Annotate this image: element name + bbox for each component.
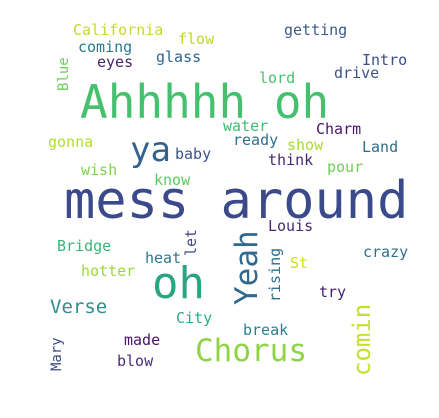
word-verse: Verse	[50, 296, 108, 318]
word-coming: coming	[78, 38, 133, 56]
word-rising: rising	[266, 247, 284, 302]
word-pour: pour	[327, 158, 364, 176]
word-st: St	[290, 254, 309, 272]
word-heat: heat	[145, 249, 182, 267]
word-mess-around: mess around	[64, 171, 409, 231]
word-water: water	[223, 117, 269, 135]
word-flow: flow	[178, 30, 215, 48]
word-drive: drive	[334, 64, 380, 82]
word-charm: Charm	[316, 120, 362, 138]
word-let: let	[182, 228, 200, 256]
word-wish: wish	[81, 161, 118, 179]
word-know: know	[154, 171, 191, 189]
word-lord: lord	[259, 69, 296, 87]
word-eyes: eyes	[97, 53, 134, 71]
word-hotter: hotter	[81, 262, 136, 280]
word-bridge: Bridge	[57, 237, 112, 255]
word-mary: Mary	[49, 337, 65, 371]
word-yeah: Yeah	[229, 230, 265, 305]
word-land: Land	[362, 138, 399, 156]
word-california: California	[73, 21, 164, 39]
word-chorus: Chorus	[195, 333, 307, 369]
word-crazy: crazy	[363, 243, 409, 261]
word-ahhhhh-oh: Ahhhhh oh	[80, 75, 330, 129]
word-glass: glass	[156, 48, 202, 66]
word-think: think	[268, 151, 314, 169]
word-show: show	[287, 136, 324, 154]
word-ready: ready	[233, 131, 279, 149]
word-comin: comin	[348, 303, 376, 376]
word-try: try	[319, 283, 347, 301]
word-break: break	[243, 321, 289, 339]
word-baby: baby	[175, 145, 212, 163]
word-blow: blow	[117, 352, 154, 370]
word-gonna: gonna	[48, 133, 94, 151]
word-louis: Louis	[268, 217, 314, 235]
word-ya: ya	[130, 130, 171, 170]
word-blue: Blue	[56, 57, 72, 91]
word-intro: Intro	[362, 51, 408, 69]
word-getting: getting	[284, 21, 348, 39]
word-oh: oh	[152, 258, 205, 309]
word-city: City	[176, 309, 213, 327]
word-made: made	[124, 331, 161, 349]
